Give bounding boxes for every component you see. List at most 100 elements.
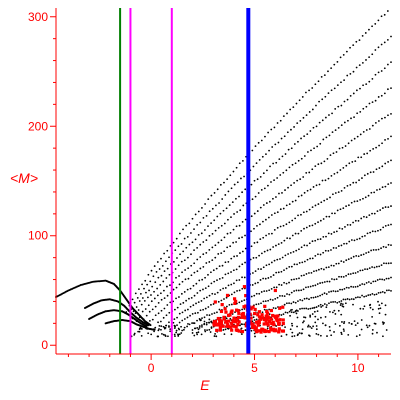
highlighted-point: [236, 309, 240, 313]
data-point: [208, 328, 211, 331]
data-point: [178, 328, 181, 331]
data-point: [387, 183, 390, 186]
data-point: [300, 194, 303, 197]
data-point: [267, 277, 270, 279]
data-point: [328, 134, 331, 137]
data-point: [183, 326, 186, 329]
data-point: [314, 222, 317, 225]
data-point: [325, 136, 328, 139]
data-point: [191, 312, 194, 315]
data-point: [281, 155, 284, 158]
data-point: [153, 330, 155, 333]
data-point: [189, 305, 192, 308]
highlighted-point: [228, 313, 232, 317]
data-point: [187, 277, 190, 280]
data-point: [334, 301, 337, 303]
data-point: [332, 290, 335, 292]
data-point: [336, 290, 339, 293]
data-point: [138, 300, 141, 302]
data-point: [338, 147, 341, 150]
data-point: [303, 227, 305, 230]
data-point: [139, 292, 142, 295]
data-point: [196, 246, 199, 249]
data-point: [307, 324, 310, 327]
data-point: [184, 309, 187, 312]
data-point: [269, 165, 271, 168]
data-point: [183, 318, 186, 320]
data-point: [372, 249, 375, 251]
data-point: [211, 259, 214, 262]
data-point: [273, 126, 276, 129]
data-point: [378, 167, 381, 169]
data-point: [357, 270, 359, 273]
data-point: [377, 291, 380, 294]
data-point: [291, 234, 294, 237]
data-point: [333, 331, 335, 333]
data-point: [166, 249, 169, 252]
data-point: [148, 289, 150, 292]
data-point: [371, 329, 374, 331]
data-point: [273, 286, 276, 289]
data-point: [131, 298, 134, 301]
data-point: [165, 324, 167, 327]
data-point: [388, 289, 390, 292]
highlighted-point: [271, 313, 275, 318]
data-point: [333, 212, 336, 215]
data-point: [244, 188, 247, 191]
data-point: [384, 304, 387, 307]
data-point: [157, 276, 160, 279]
data-point: [322, 268, 325, 271]
data-point: [214, 293, 216, 296]
data-point: [209, 331, 212, 333]
data-point: [183, 291, 186, 293]
data-point: [383, 291, 386, 294]
data-point: [205, 323, 208, 326]
data-point: [350, 139, 353, 142]
data-point: [264, 277, 267, 280]
data-point: [275, 286, 278, 289]
data-point: [156, 335, 159, 338]
data-point: [197, 311, 199, 314]
data-point: [163, 307, 166, 310]
data-point: [199, 319, 202, 322]
data-point: [317, 163, 320, 166]
data-point: [359, 87, 361, 90]
data-point: [368, 304, 371, 307]
data-point: [233, 213, 235, 215]
highlighted-point: [255, 320, 259, 324]
data-point: [290, 184, 292, 187]
data-point: [352, 272, 355, 275]
data-point: [378, 144, 380, 147]
data-point: [372, 148, 375, 150]
data-point: [353, 320, 356, 323]
highlighted-point: [222, 317, 226, 321]
data-point: [319, 294, 321, 297]
data-point: [317, 221, 319, 224]
data-point: [279, 174, 282, 176]
data-point: [250, 215, 253, 218]
data-point: [321, 304, 324, 307]
data-point: [308, 89, 310, 92]
data-point: [359, 198, 362, 201]
data-point: [377, 46, 380, 49]
highlighted-point: [256, 313, 260, 317]
data-point: [280, 270, 283, 273]
data-point: [183, 259, 186, 262]
data-point: [345, 242, 348, 245]
data-point: [217, 241, 220, 244]
data-point: [235, 268, 238, 271]
data-point: [313, 270, 315, 273]
data-point: [296, 122, 299, 125]
data-point: [194, 238, 197, 241]
data-point: [260, 291, 263, 293]
data-point: [324, 249, 327, 252]
x-tick-label: 10: [351, 361, 365, 375]
data-point: [308, 334, 310, 337]
data-point: [232, 269, 235, 272]
data-point: [262, 236, 265, 239]
data-point: [250, 183, 253, 186]
data-point: [303, 135, 306, 138]
data-point: [352, 70, 355, 73]
data-point: [327, 92, 330, 95]
highlighted-point: [253, 311, 257, 316]
